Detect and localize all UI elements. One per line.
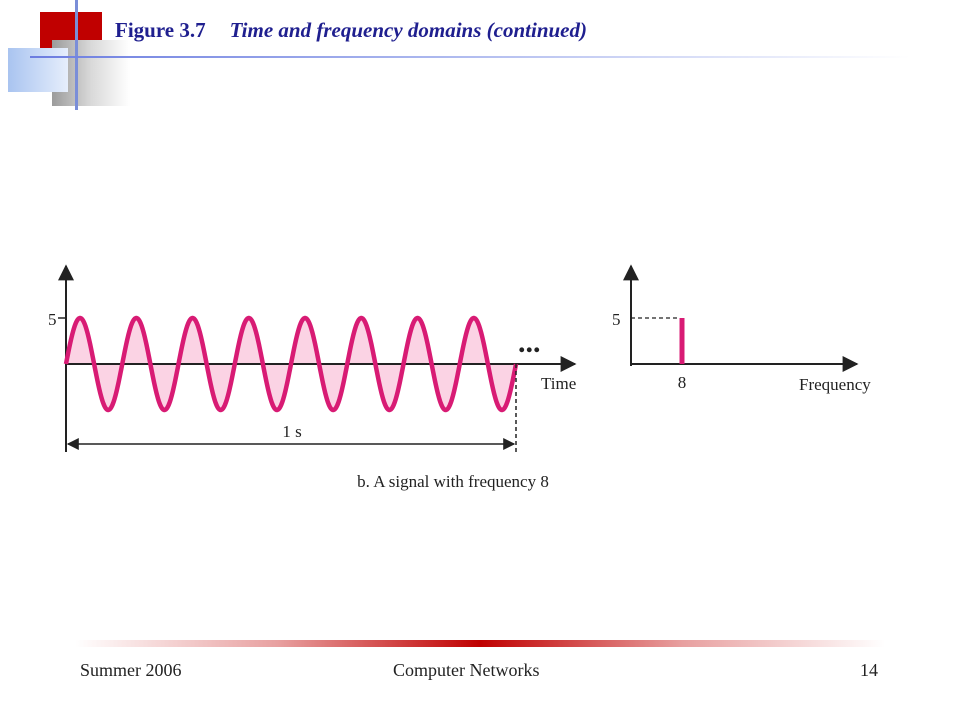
- footer-center-text: Computer Networks: [393, 660, 540, 680]
- time-axis-label: Time: [541, 374, 576, 393]
- decor-vertical-line: [75, 0, 78, 110]
- footer-divider: [75, 640, 885, 647]
- figure-title: Time and frequency domains (continued): [229, 17, 587, 42]
- frequency-axis-label: Frequency: [799, 375, 871, 394]
- slide-title: Figure 3.7 Time and frequency domains (c…: [115, 14, 587, 46]
- figure-label: Figure 3.7: [115, 17, 206, 42]
- duration-label: 1 s: [282, 422, 301, 441]
- freq-y-tick-label: 5: [612, 310, 621, 329]
- frequency-domain-plot: 5 8 Frequency: [612, 264, 871, 394]
- continuation-dots: ...: [518, 326, 541, 359]
- time-y-tick-label: 5: [48, 310, 57, 329]
- signal-wave: [63, 315, 519, 413]
- title-underline: [30, 56, 910, 58]
- page-number: 14: [860, 660, 878, 680]
- freq-x-tick-label: 8: [678, 373, 687, 392]
- decor-blue-square: [8, 48, 68, 92]
- time-domain-plot: 5 ... Time 1 s: [48, 264, 577, 452]
- figure-caption: b. A signal with frequency 8: [357, 472, 549, 491]
- footer-left-text: Summer 2006: [80, 660, 182, 680]
